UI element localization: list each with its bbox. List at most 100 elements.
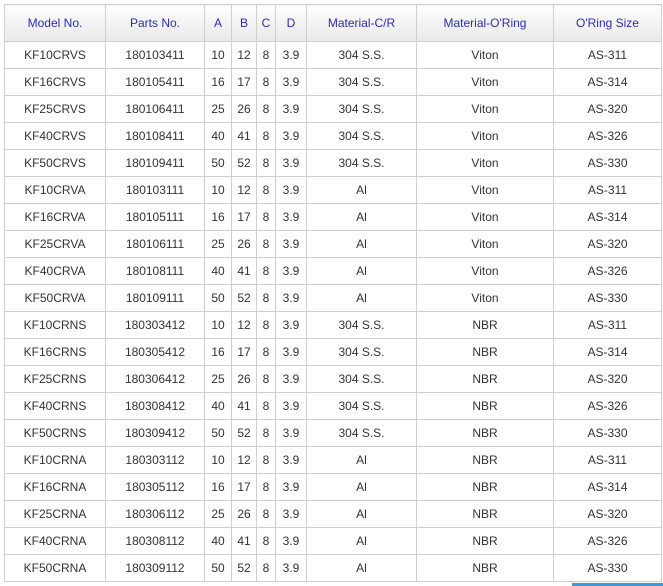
table-row: KF16CRVA 180105111 16 17 8 3.9 Al Viton AS-314 xyxy=(4,203,662,231)
cell-d: 3.9 xyxy=(275,338,307,366)
cell-oring-size: AS-320 xyxy=(553,365,662,393)
cell-oring-size: AS-330 xyxy=(553,284,662,312)
table-row: KF50CRNS 180309412 50 52 8 3.9 304 S.S. NBR AS-3… xyxy=(4,419,662,447)
cell-material-oring: NBR xyxy=(416,311,554,339)
header-row: Model No. Parts No. A B C D Material-C/R Materi… xyxy=(4,4,662,42)
table-row: KF10CRNS 180303412 10 12 8 3.9 304 S.S. NBR AS-3… xyxy=(4,311,662,339)
cell-material-oring: Viton xyxy=(416,68,554,96)
cell-b: 17 xyxy=(231,338,257,366)
cell-oring-size: AS-311 xyxy=(553,41,662,69)
cell-material-oring: Viton xyxy=(416,230,554,258)
cell-b: 12 xyxy=(231,176,257,204)
cell-oring-size: AS-330 xyxy=(553,419,662,447)
cell-material-cr: 304 S.S. xyxy=(306,338,417,366)
cell-material-cr: Al xyxy=(306,446,417,474)
cell-oring-size: AS-326 xyxy=(553,122,662,150)
cell-c: 8 xyxy=(256,446,276,474)
cell-c: 8 xyxy=(256,257,276,285)
cell-parts-no: 180306112 xyxy=(105,500,205,528)
cell-parts-no: 180309112 xyxy=(105,554,205,582)
cell-d: 3.9 xyxy=(275,527,307,555)
cell-oring-size: AS-314 xyxy=(553,68,662,96)
table-row: KF25CRVS 180106411 25 26 8 3.9 304 S.S. Viton AS… xyxy=(4,95,662,123)
cell-b: 12 xyxy=(231,446,257,474)
cell-b: 12 xyxy=(231,41,257,69)
cell-a: 25 xyxy=(204,95,232,123)
cell-parts-no: 180109411 xyxy=(105,149,205,177)
cell-a: 40 xyxy=(204,257,232,285)
cell-material-cr: 304 S.S. xyxy=(306,95,417,123)
cell-c: 8 xyxy=(256,95,276,123)
cell-b: 12 xyxy=(231,311,257,339)
cell-b: 41 xyxy=(231,527,257,555)
cell-d: 3.9 xyxy=(275,203,307,231)
cell-oring-size: AS-326 xyxy=(553,257,662,285)
cell-c: 8 xyxy=(256,365,276,393)
cell-b: 26 xyxy=(231,95,257,123)
cell-a: 40 xyxy=(204,392,232,420)
cell-parts-no: 180103111 xyxy=(105,176,205,204)
cell-d: 3.9 xyxy=(275,68,307,96)
cell-oring-size: AS-311 xyxy=(553,446,662,474)
cell-d: 3.9 xyxy=(275,230,307,258)
cell-material-cr: Al xyxy=(306,473,417,501)
cell-c: 8 xyxy=(256,473,276,501)
cell-a: 16 xyxy=(204,338,232,366)
cell-oring-size: AS-311 xyxy=(553,176,662,204)
cell-material-cr: 304 S.S. xyxy=(306,68,417,96)
cell-d: 3.9 xyxy=(275,284,307,312)
cell-a: 50 xyxy=(204,419,232,447)
table-row: KF25CRNS 180306412 25 26 8 3.9 304 S.S. NBR AS-3… xyxy=(4,365,662,393)
cell-d: 3.9 xyxy=(275,473,307,501)
cell-d: 3.9 xyxy=(275,41,307,69)
header-oring-size: O'Ring Size xyxy=(553,4,662,42)
cell-parts-no: 180108411 xyxy=(105,122,205,150)
cell-a: 40 xyxy=(204,122,232,150)
cell-parts-no: 180105111 xyxy=(105,203,205,231)
cell-model-no: KF10CRNS xyxy=(4,311,106,339)
cell-oring-size: AS-330 xyxy=(553,149,662,177)
cell-d: 3.9 xyxy=(275,176,307,204)
cell-a: 10 xyxy=(204,311,232,339)
cell-material-oring: Viton xyxy=(416,122,554,150)
cell-model-no: KF25CRVA xyxy=(4,230,106,258)
cell-a: 10 xyxy=(204,41,232,69)
cell-model-no: KF50CRNA xyxy=(4,554,106,582)
cell-material-oring: NBR xyxy=(416,419,554,447)
cell-material-cr: 304 S.S. xyxy=(306,149,417,177)
table-row: KF25CRVA 180106111 25 26 8 3.9 Al Viton AS-320 xyxy=(4,230,662,258)
cell-oring-size: AS-314 xyxy=(553,203,662,231)
cell-material-cr: 304 S.S. xyxy=(306,392,417,420)
cell-model-no: KF16CRVS xyxy=(4,68,106,96)
cell-a: 25 xyxy=(204,365,232,393)
table-row: KF16CRNS 180305412 16 17 8 3.9 304 S.S. NBR AS-3… xyxy=(4,338,662,366)
cell-d: 3.9 xyxy=(275,365,307,393)
cell-d: 3.9 xyxy=(275,257,307,285)
cell-parts-no: 180308412 xyxy=(105,392,205,420)
cell-material-cr: 304 S.S. xyxy=(306,419,417,447)
table-row: KF16CRVS 180105411 16 17 8 3.9 304 S.S. Viton AS… xyxy=(4,68,662,96)
cell-d: 3.9 xyxy=(275,392,307,420)
cell-c: 8 xyxy=(256,149,276,177)
cell-oring-size: AS-326 xyxy=(553,392,662,420)
cell-parts-no: 180305412 xyxy=(105,338,205,366)
header-d: D xyxy=(275,4,307,42)
cell-oring-size: AS-314 xyxy=(553,338,662,366)
cell-material-oring: Viton xyxy=(416,257,554,285)
cell-model-no: KF40CRVS xyxy=(4,122,106,150)
cell-model-no: KF10CRNA xyxy=(4,446,106,474)
cell-parts-no: 180308112 xyxy=(105,527,205,555)
cell-material-oring: NBR xyxy=(416,500,554,528)
cell-material-cr: 304 S.S. xyxy=(306,41,417,69)
cell-parts-no: 180106111 xyxy=(105,230,205,258)
cell-material-oring: NBR xyxy=(416,554,554,582)
cell-c: 8 xyxy=(256,554,276,582)
cell-parts-no: 180303112 xyxy=(105,446,205,474)
cell-a: 40 xyxy=(204,527,232,555)
cell-oring-size: AS-314 xyxy=(553,473,662,501)
cell-material-oring: NBR xyxy=(416,365,554,393)
cell-b: 41 xyxy=(231,122,257,150)
cell-material-oring: NBR xyxy=(416,473,554,501)
cell-material-cr: Al xyxy=(306,176,417,204)
header-material-oring: Material-O'Ring xyxy=(416,4,554,42)
